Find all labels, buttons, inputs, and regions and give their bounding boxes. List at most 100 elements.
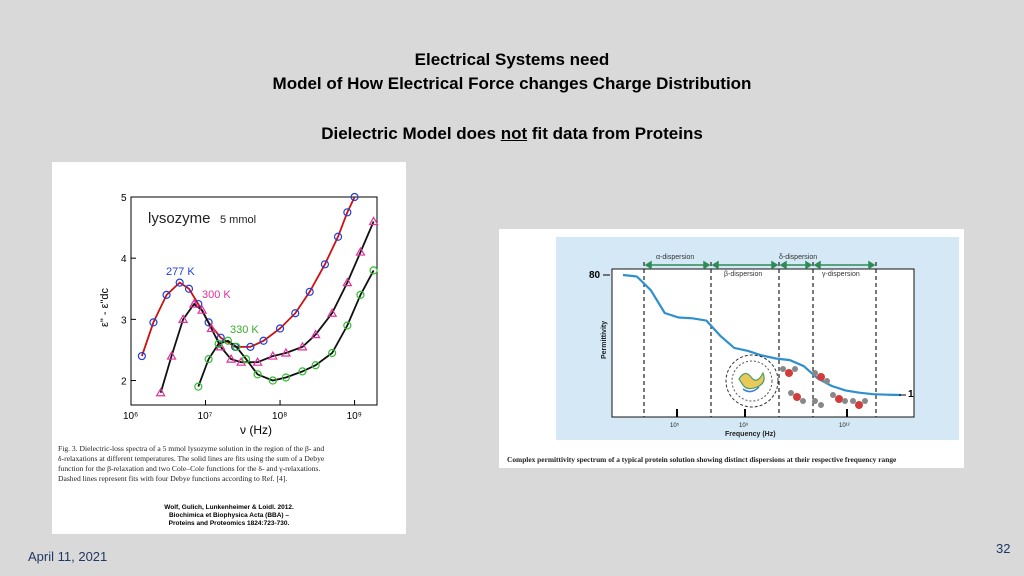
series-label-300k: 300 K — [202, 289, 231, 301]
data-point-277k — [204, 318, 213, 327]
data-point-277k — [137, 351, 146, 361]
data-point-300k — [297, 341, 308, 351]
protein-helix-icon — [742, 386, 760, 393]
series-label-277k: 277 K — [166, 266, 195, 278]
gamma-dispersion-label: γ-dispersion — [822, 271, 860, 278]
page-number: 32 — [996, 541, 1011, 556]
x-tick-label: 10⁹ — [739, 422, 749, 429]
data-point-277k — [149, 318, 158, 327]
data-point-330k — [241, 355, 251, 364]
fit-line-277k — [141, 196, 356, 357]
data-point-330k — [232, 342, 241, 351]
reference-line: Proteins and Proteomics 1824:723-730. — [168, 520, 290, 527]
reference-line: Biochimica et Biophysica Acta (BBA) – — [168, 512, 290, 519]
water-molecule-icons — [780, 366, 868, 409]
x-tick-label: 10¹² — [839, 423, 850, 429]
series-label-330k: 330 K — [230, 324, 259, 336]
permittivity-spectrum-chart: α-dispersion δ-dispersion β-dispersion γ… — [556, 237, 959, 440]
permittivity-axis-label: Permittivity — [601, 321, 608, 359]
y-axis-label: ε" - ε"dc — [99, 287, 111, 327]
data-point-277k — [333, 232, 343, 241]
reference-citation: Wolf, Gulich, Lunkenheimer & Loidl. 2012… — [52, 504, 406, 528]
data-point-300k — [226, 353, 237, 363]
slide-title-line-2: Model of How Electrical Force changes Ch… — [272, 74, 752, 93]
data-point-277k — [350, 192, 359, 202]
data-point-330k — [223, 336, 233, 345]
caption-line: Dashed lines represent fits with four De… — [58, 474, 288, 483]
data-point-330k — [343, 321, 352, 330]
data-point-277k — [291, 309, 300, 318]
data-point-300k — [327, 308, 338, 317]
data-point-330k — [253, 370, 262, 379]
permittivity-curve — [622, 273, 902, 397]
data-point-300k — [280, 347, 291, 357]
data-point-300k — [197, 304, 208, 314]
data-point-300k — [178, 314, 189, 323]
data-point-300k — [342, 277, 353, 287]
delta-dispersion-label: δ-dispersion — [779, 254, 817, 261]
left-figure-panel: 10⁶ 10⁷ 10⁸ 10⁹ 2 3 4 5 lysozyme 5 mmol 277 K 3… — [52, 162, 406, 534]
slide-title-line-1: Electrical Systems need — [414, 50, 610, 69]
data-point-300k — [206, 323, 217, 333]
dielectric-loss-chart: 10⁶ 10⁷ 10⁸ 10⁹ 2 3 4 5 lysozyme 5 mmol 277 K 3… — [99, 192, 379, 437]
y-tick-label: 3 — [121, 315, 127, 326]
data-point-277k — [305, 287, 314, 296]
plot-frame — [130, 196, 378, 406]
protein-illustration — [725, 354, 868, 409]
data-point-330k — [281, 373, 291, 382]
x-tick-label: 10⁵ — [670, 422, 680, 429]
x-tick-label: 10⁹ — [347, 411, 362, 422]
caption-line: δ-relaxations at different temperatures.… — [58, 454, 325, 463]
data-point-330k — [194, 382, 203, 391]
x-tick-label: 10⁷ — [198, 411, 213, 422]
figure-caption: Fig. 3. Dielectric-loss spectra of a 5 m… — [58, 444, 402, 484]
frequency-axis-label: Frequency (Hz) — [725, 431, 776, 438]
subtitle-emphasis: not — [500, 124, 528, 143]
lysozyme-label: lysozyme — [148, 210, 211, 227]
label-1: 1 — [908, 389, 914, 400]
data-point-330k — [268, 376, 277, 385]
data-point-277k — [275, 324, 285, 333]
label-80: 80 — [589, 270, 601, 281]
data-point-300k — [355, 246, 366, 256]
x-tick-label: 10⁸ — [272, 411, 287, 422]
x-axis-label: ν (Hz) — [240, 423, 272, 437]
data-point-300k — [155, 387, 166, 397]
footer-date: April 11, 2021 — [28, 549, 108, 564]
protein-shell-inner — [731, 360, 773, 402]
right-figure-panel: α-dispersion δ-dispersion β-dispersion γ… — [499, 229, 964, 468]
data-point-330k — [214, 339, 223, 348]
reference-line: Wolf, Gulich, Lunkenheimer & Loidl. 2012… — [164, 504, 294, 511]
caption-line: function for the β-relaxation and two Co… — [58, 464, 321, 473]
y-tick-label: 4 — [121, 254, 127, 265]
caption-line: Fig. 3. Dielectric-loss spectra of a 5 m… — [58, 444, 325, 453]
y-tick-label: 2 — [121, 377, 127, 388]
data-point-300k — [188, 298, 200, 308]
data-point-330k — [298, 367, 307, 376]
data-point-300k — [310, 329, 321, 339]
x-ticks — [676, 409, 848, 417]
data-point-300k — [267, 350, 278, 360]
x-tick-label: 10⁶ — [123, 411, 138, 422]
dispersion-boundaries — [643, 262, 877, 417]
subtitle-post: fit data from Proteins — [527, 124, 703, 143]
beta-dispersion-label: β-dispersion — [724, 271, 762, 278]
data-point-300k — [166, 350, 177, 360]
right-figure-caption: Complex permittivity spectrum of a typic… — [507, 455, 897, 464]
protein-molecule-icon — [738, 371, 765, 390]
data-point-277k — [184, 284, 194, 293]
data-point-277k — [175, 278, 184, 287]
data-point-300k — [215, 341, 226, 351]
data-point-330k — [356, 290, 365, 299]
data-point-330k — [311, 361, 320, 370]
protein-shell-outer — [725, 354, 779, 408]
dispersion-arrows — [644, 260, 876, 270]
y-tick-label: 5 — [121, 193, 127, 204]
alpha-dispersion-label: α-dispersion — [656, 254, 694, 261]
data-point-300k — [252, 356, 263, 366]
data-point-330k — [328, 348, 337, 358]
concentration-label: 5 mmol — [220, 214, 256, 226]
subtitle-pre: Dielectric Model does — [321, 124, 501, 143]
slide-subtitle: Dielectric Model does not fit data from … — [0, 124, 1024, 144]
data-point-300k — [368, 216, 379, 226]
